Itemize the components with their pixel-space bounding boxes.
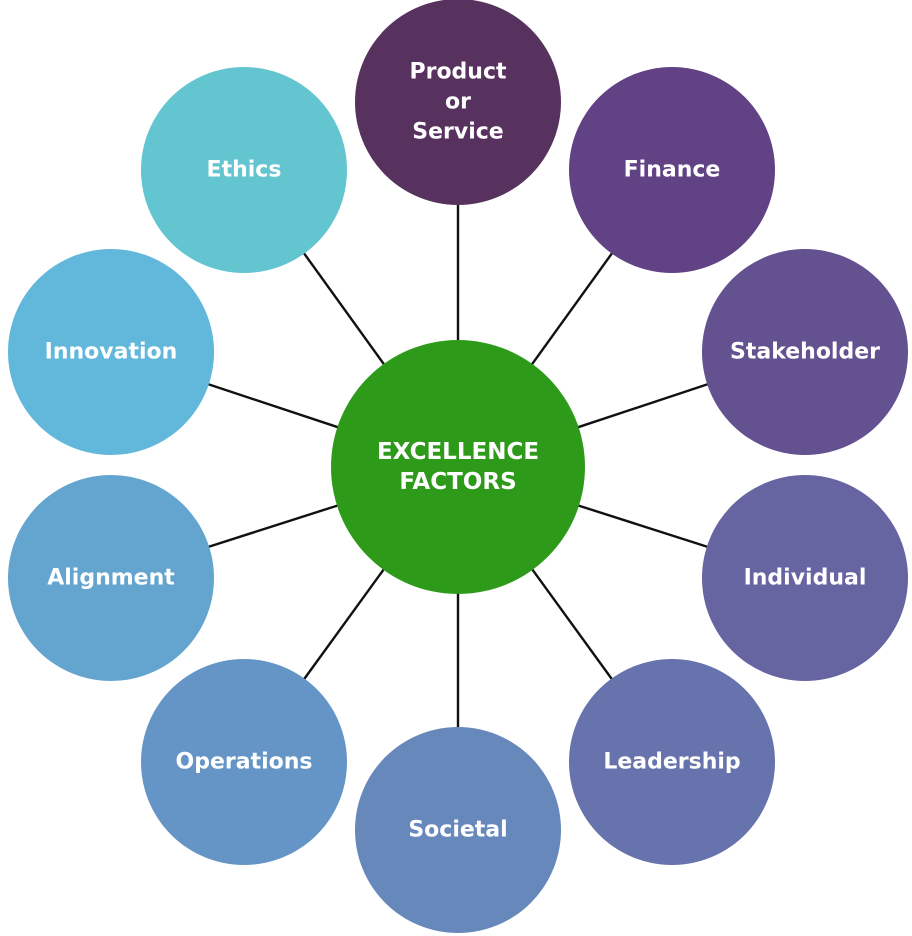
node-individual: Individual — [702, 475, 908, 681]
node-alignment: Alignment — [8, 475, 214, 681]
connector-line-stakeholder — [576, 382, 710, 429]
node-label-individual: Individual — [744, 566, 867, 591]
node-circle-individual — [702, 475, 908, 681]
node-label-operations: Operations — [176, 750, 313, 775]
node-innovation: Innovation — [8, 249, 214, 455]
node-label-product-or-service-line-1: Product — [409, 60, 507, 85]
center-label-line-1: EXCELLENCE — [377, 439, 539, 465]
node-circle-alignment — [8, 475, 214, 681]
connector-line-innovation — [206, 382, 340, 429]
node-circle-ethics — [141, 67, 347, 273]
node-circle-societal — [355, 727, 561, 933]
connector-line-alignment — [206, 503, 340, 549]
node-label-product-or-service-line-2: or — [445, 90, 471, 115]
node-label-alignment: Alignment — [47, 566, 175, 591]
outer-nodes: Product or Service Finance Stakeholder Indivi… — [8, 0, 908, 933]
node-label-leadership: Leadership — [603, 750, 740, 775]
node-circle-stakeholder — [702, 249, 908, 455]
node-circle-product-or-service — [355, 0, 561, 205]
node-ethics: Ethics — [141, 67, 347, 273]
connector-line-finance — [530, 251, 614, 367]
node-label-innovation: Innovation — [45, 340, 178, 365]
node-circle-finance — [569, 67, 775, 273]
node-stakeholder: Stakeholder — [702, 249, 908, 455]
node-finance: Finance — [569, 67, 775, 273]
connector-line-ethics — [302, 251, 386, 367]
node-label-ethics: Ethics — [207, 158, 282, 183]
center-node: EXCELLENCE FACTORS — [331, 340, 585, 594]
node-product-or-service: Product or Service — [355, 0, 561, 205]
node-circle-innovation — [8, 249, 214, 455]
connector-lines — [206, 203, 710, 729]
node-label-product-or-service-line-3: Service — [412, 120, 503, 145]
node-label-stakeholder: Stakeholder — [730, 340, 880, 365]
connector-line-operations — [302, 567, 386, 681]
node-leadership: Leadership — [569, 659, 775, 865]
node-label-finance: Finance — [624, 158, 721, 183]
node-societal: Societal — [355, 727, 561, 933]
connector-line-individual — [576, 503, 710, 549]
center-circle — [331, 340, 585, 594]
node-label-societal: Societal — [408, 818, 507, 843]
connector-line-leadership — [530, 567, 614, 681]
node-circle-leadership — [569, 659, 775, 865]
node-operations: Operations — [141, 659, 347, 865]
center-label-line-2: FACTORS — [399, 469, 516, 495]
node-circle-operations — [141, 659, 347, 865]
